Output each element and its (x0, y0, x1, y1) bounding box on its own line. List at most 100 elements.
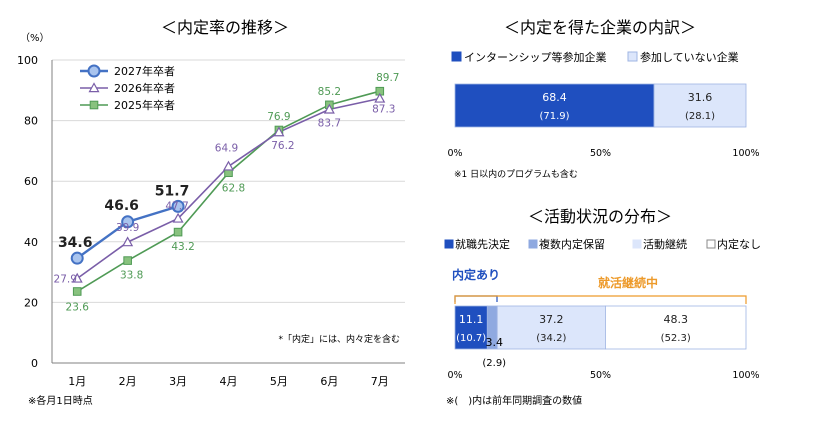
series-1-point (273, 126, 285, 137)
data-label-1: 39.9 (116, 222, 139, 234)
data-label-2: 76.9 (267, 111, 290, 123)
x-tick-label: 5月 (270, 375, 288, 388)
x-tick-label: 0% (447, 370, 462, 381)
bar-value-label: 11.1 (459, 313, 484, 326)
bar-prev-label: (71.9) (539, 111, 569, 122)
series-markers (70, 86, 386, 296)
y-tick-label: 40 (24, 236, 38, 249)
footnote-date: ※各月1日時点 (28, 394, 93, 407)
naitei-bracket-label: 内定あり (452, 267, 500, 282)
company-breakdown-note: ※1 日以内のプログラムも含む (454, 168, 578, 180)
data-label-1: 47.7 (165, 200, 188, 212)
katsudo-bracket (454, 295, 747, 304)
data-label-0: 51.7 (155, 183, 190, 199)
x-tick-label: 100% (732, 148, 759, 159)
activity-status-ticks: 0% 50% 100% (447, 370, 759, 381)
naitei-bracket (454, 295, 498, 302)
gridlines (52, 59, 405, 303)
legend-label: 2025年卒者 (114, 98, 175, 112)
company-breakdown-ticks: 0% 50% 100% (447, 148, 759, 159)
legend-swatch-0 (444, 239, 454, 249)
data-labels: 34.6 46.6 51.7 27.9 39.9 47.7 64.9 76.2 83.7 87.3… (54, 72, 400, 313)
y-unit-label: （%） (20, 32, 50, 44)
bar-prev-label: (52.3) (661, 333, 691, 344)
x-tick-label: 100% (732, 370, 759, 381)
bar-value-label: 37.2 (539, 313, 564, 326)
y-tick-label: 20 (24, 296, 38, 309)
x-tick-label: 1月 (68, 375, 86, 388)
bar-prev-label: (10.7) (456, 333, 486, 344)
legend-swatch-1 (528, 239, 538, 249)
bar-prev-label: (2.9) (482, 358, 506, 369)
data-label-1: 64.9 (215, 142, 238, 154)
series-1-point (374, 92, 386, 103)
legend-swatch-3 (706, 239, 716, 249)
katsudo-bracket-label: 就活継続中 (598, 275, 658, 290)
bar-value-label: 48.3 (663, 313, 688, 326)
data-label-0: 46.6 (104, 198, 139, 214)
company-breakdown-chart: ＜内定を得た企業の内訳＞ インターンシップ等参加企業 参加していない企業 68.4… (447, 18, 759, 180)
series-1-point (172, 212, 184, 223)
legend-label: 参加していない企業 (640, 50, 739, 64)
bar-value-label: 31.6 (688, 91, 713, 104)
x-tick-label: 4月 (220, 375, 238, 388)
series-1-point (71, 272, 83, 283)
legend-label: 2026年卒者 (114, 81, 175, 95)
legend-swatch-2 (632, 239, 642, 249)
data-label-2: 85.2 (318, 86, 341, 98)
series-1-point (122, 236, 134, 247)
company-breakdown-labels: 68.4 (71.9) 31.6 (28.1) (539, 91, 715, 122)
y-tick-label: 100 (17, 54, 38, 67)
legend-marker-2 (89, 100, 99, 110)
data-label-2: 23.6 (66, 301, 90, 313)
bar-segment-2 (496, 305, 606, 350)
bar-prev-label: (34.2) (536, 333, 566, 344)
bar-segment-0 (454, 305, 488, 350)
bar-segment-0 (454, 83, 655, 128)
activity-status-bars (454, 305, 747, 350)
y-tick-label: 80 (24, 115, 38, 128)
company-breakdown-title: ＜内定を得た企業の内訳＞ (504, 18, 696, 37)
data-label-1: 87.3 (372, 103, 395, 115)
data-label-1: 27.9 (54, 273, 77, 285)
bar-value-label: 3.4 (485, 336, 503, 349)
legend-marker-1 (88, 82, 100, 93)
y-tick-labels: 0 20 40 60 80 100 (17, 54, 38, 370)
x-tick-label: 50% (590, 148, 611, 159)
data-label-2: 89.7 (376, 72, 399, 84)
bar-segment-1 (653, 83, 747, 128)
legend-label: インターンシップ等参加企業 (464, 50, 606, 64)
bar-value-label: 68.4 (542, 91, 567, 104)
series-0-point (171, 199, 185, 213)
line-chart: ＜内定率の推移＞ （%） 0 20 40 60 80 100 1月 2月 3月 4月 5月 6月 7月… (17, 18, 405, 407)
bar-segment-3 (605, 305, 747, 350)
series-0-point (70, 251, 84, 265)
data-label-1: 76.2 (271, 140, 294, 152)
legend-label: 2027年卒者 (114, 64, 175, 78)
data-label-0: 34.6 (58, 235, 93, 251)
series-2-point (173, 227, 183, 237)
naitei-note: *「内定」には、内々定を含む (278, 333, 400, 345)
x-tick-label: 7月 (371, 375, 389, 388)
legend-label: 活動継続 (643, 237, 687, 251)
series-1-point (323, 103, 335, 114)
x-tick-label: 0% (447, 148, 462, 159)
series-1-point (222, 160, 235, 171)
legend-swatch-1 (627, 51, 638, 62)
legend-label: 就職先決定 (455, 237, 510, 251)
x-tick-label: 2月 (119, 375, 137, 388)
activity-status-title: ＜活動状況の分布＞ (528, 207, 672, 226)
x-tick-label: 50% (590, 370, 611, 381)
legend-label: 内定なし (717, 237, 761, 251)
x-tick-label: 3月 (169, 375, 187, 388)
data-label-2: 62.8 (222, 183, 245, 195)
activity-status-labels: 11.1 (10.7) 3.4 (2.9) 37.2 (34.2) 48.3 (52.3) (456, 313, 691, 369)
bar-prev-label: (28.1) (685, 111, 715, 122)
x-tick-labels: 1月 2月 3月 4月 5月 6月 7月 (68, 375, 389, 388)
legend-marker-0 (87, 64, 101, 78)
line-chart-title: ＜内定率の推移＞ (161, 18, 289, 37)
legend-swatch-0 (451, 51, 462, 62)
company-breakdown-bars (454, 83, 747, 128)
series-2-point (72, 287, 82, 296)
